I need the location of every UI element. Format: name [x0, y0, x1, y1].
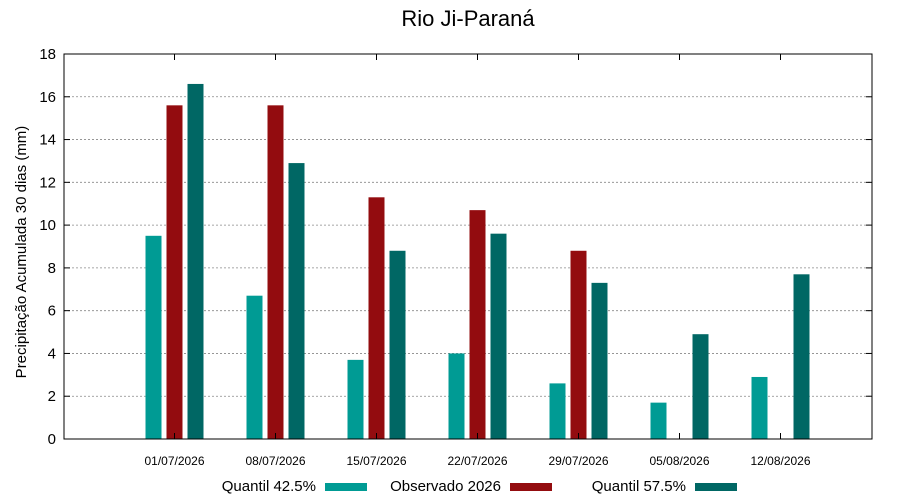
- bar-2-1: [166, 105, 183, 439]
- bar-2-2: [267, 105, 284, 439]
- x-tick-label: 12/08/2026: [750, 454, 810, 468]
- x-tick-label: 29/07/2026: [548, 454, 608, 468]
- bar-1-4: [448, 353, 465, 439]
- legend-label-3: Quantil 57.5%: [592, 478, 686, 495]
- legend-swatch-3: [695, 483, 737, 491]
- y-tick-label: 10: [39, 217, 56, 234]
- bar-1-6: [650, 402, 667, 439]
- legend-swatch-1: [325, 483, 367, 491]
- bar-1-1: [145, 235, 162, 439]
- y-tick-label: 18: [39, 46, 56, 63]
- legend-label-2: Observado 2026: [390, 478, 501, 495]
- bar-3-2: [288, 163, 305, 440]
- bars: [145, 83, 810, 440]
- x-tick-label: 22/07/2026: [447, 454, 507, 468]
- grid-lines: [64, 96, 872, 397]
- x-axis-ticks: 01/07/2026 08/07/2026 15/07/2026 22/07/2026…: [144, 54, 811, 468]
- y-tick-label: 0: [48, 431, 56, 448]
- x-tick-label: 05/08/2026: [649, 454, 709, 468]
- bar-2-3: [368, 197, 385, 439]
- legend-swatch-2: [510, 483, 552, 491]
- plot-frame: [63, 53, 873, 440]
- x-tick-label: 08/07/2026: [245, 454, 305, 468]
- y-tick-label: 6: [48, 303, 56, 320]
- bar-1-7: [751, 376, 768, 439]
- legend-label-1: Quantil 42.5%: [222, 478, 316, 495]
- bar-3-4: [490, 233, 507, 439]
- y-tick-label: 4: [48, 345, 56, 362]
- bar-2-4: [469, 210, 486, 439]
- bar-3-7: [793, 274, 810, 439]
- bar-3-6: [692, 334, 709, 439]
- y-tick-label: 14: [39, 132, 56, 149]
- bar-3-1: [187, 83, 204, 439]
- bar-1-5: [549, 383, 566, 439]
- y-tick-label: 8: [48, 260, 56, 277]
- y-axis-ticks: 0 2 4 6 8 10 12 14 16 18: [39, 46, 872, 448]
- bar-1-2: [246, 295, 263, 439]
- chart-title: Rio Ji-Paraná: [401, 6, 535, 31]
- bar-2-5: [570, 250, 587, 439]
- y-tick-label: 2: [48, 388, 56, 405]
- legend: Quantil 42.5% Observado 2026 Quantil 57.5%: [222, 478, 737, 495]
- y-axis-label: Precipitação Acumulada 30 dias (mm): [13, 126, 30, 379]
- x-tick-label: 15/07/2026: [346, 454, 406, 468]
- y-tick-label: 16: [39, 89, 56, 106]
- bar-1-3: [347, 359, 364, 439]
- bar-3-3: [389, 250, 406, 439]
- y-tick-label: 12: [39, 174, 56, 191]
- bar-3-5: [591, 282, 608, 439]
- x-tick-label: 01/07/2026: [144, 454, 204, 468]
